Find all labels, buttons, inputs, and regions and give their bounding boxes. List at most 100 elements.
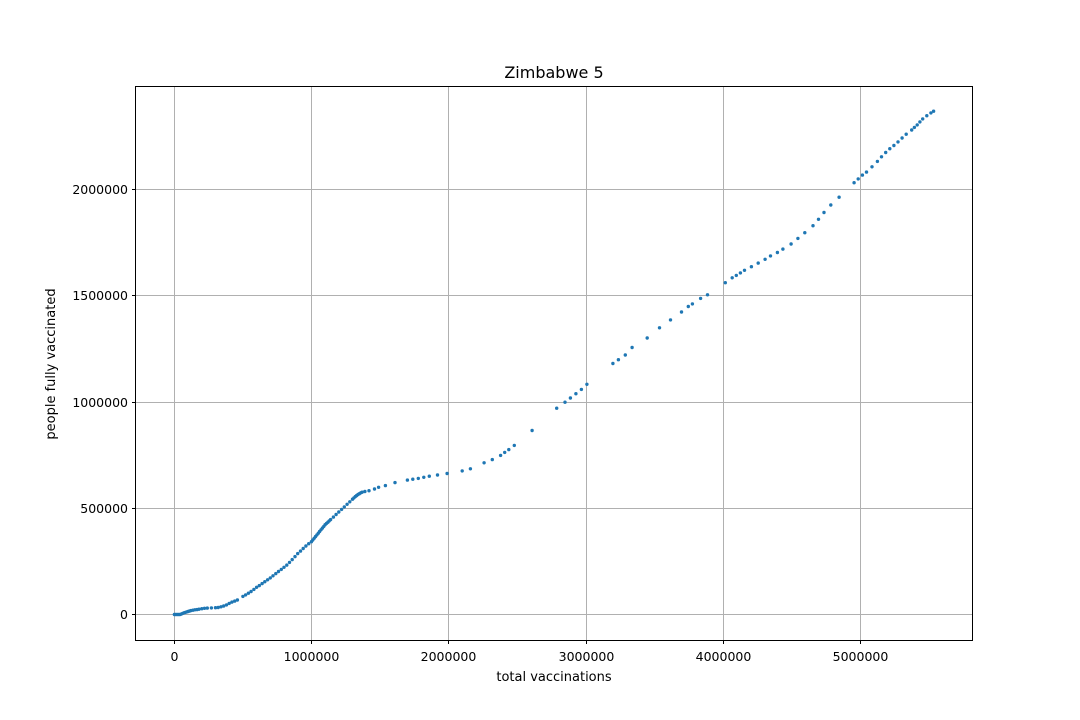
data-point	[925, 114, 929, 118]
data-point	[829, 203, 833, 207]
data-point	[789, 242, 793, 246]
data-point	[555, 406, 559, 410]
data-point	[468, 467, 473, 471]
data-point	[879, 155, 884, 159]
data-point	[918, 120, 922, 124]
data-point	[200, 607, 204, 611]
data-point	[775, 250, 780, 255]
data-point	[579, 387, 584, 392]
data-point	[912, 125, 917, 130]
data-point	[331, 515, 336, 519]
data-point	[910, 128, 914, 132]
data-point	[904, 132, 908, 136]
data-point	[498, 453, 503, 458]
data-point	[445, 471, 449, 476]
data-point	[279, 567, 283, 572]
data-point	[274, 571, 278, 576]
data-point	[645, 336, 649, 340]
data-point	[856, 177, 860, 181]
y-tick-label: 0	[120, 607, 128, 622]
data-point	[568, 396, 573, 400]
data-point	[337, 510, 341, 514]
data-point	[301, 546, 305, 551]
data-point	[811, 224, 815, 228]
data-point	[781, 247, 785, 251]
data-point	[363, 489, 367, 494]
plot-area-frame	[135, 86, 973, 641]
x-tick-label: 3000000	[559, 649, 615, 664]
data-point	[233, 599, 237, 603]
data-point	[383, 483, 388, 488]
data-point	[282, 565, 286, 569]
data-point	[348, 500, 352, 504]
y-tick-label: 1500000	[72, 288, 128, 303]
data-point	[611, 361, 615, 366]
data-point	[263, 580, 267, 584]
data-point	[222, 604, 226, 608]
chart-title: Zimbabwe 5	[504, 63, 603, 82]
data-point	[723, 281, 727, 285]
data-point	[334, 512, 338, 517]
data-point	[768, 254, 773, 258]
data-point	[405, 478, 410, 482]
data-point	[931, 109, 936, 113]
data-point	[860, 173, 865, 177]
data-point	[372, 487, 377, 491]
data-point	[376, 485, 381, 489]
data-point	[260, 581, 264, 586]
data-point	[435, 473, 440, 477]
data-point	[657, 326, 662, 330]
data-point	[482, 461, 486, 465]
data-point	[686, 304, 690, 309]
data-point	[756, 261, 760, 265]
data-point	[630, 345, 634, 350]
data-point	[698, 296, 703, 301]
data-point	[285, 563, 289, 567]
data-point	[265, 578, 270, 582]
data-point	[307, 542, 311, 546]
data-point	[393, 480, 397, 485]
data-point	[227, 601, 231, 606]
y-axis-label: people fully vaccinated	[44, 288, 59, 439]
data-point	[884, 150, 888, 155]
x-axis-label: total vaccinations	[496, 670, 612, 685]
data-point	[411, 477, 415, 481]
data-point	[490, 457, 494, 462]
data-point	[574, 392, 578, 396]
data-point	[268, 576, 272, 580]
data-point	[416, 476, 420, 481]
data-point	[730, 276, 734, 280]
data-point	[896, 140, 900, 144]
data-point	[679, 310, 684, 314]
data-point	[257, 583, 261, 588]
x-tick-label: 4000000	[696, 649, 752, 664]
data-point	[235, 598, 240, 602]
data-point	[271, 574, 275, 578]
data-point	[287, 560, 292, 565]
data-point	[254, 585, 259, 589]
data-point	[888, 147, 892, 151]
data-point	[342, 505, 346, 509]
data-point	[276, 569, 281, 574]
data-point	[219, 605, 223, 609]
data-point	[197, 607, 201, 611]
data-point	[213, 606, 218, 610]
data-point	[921, 117, 925, 121]
data-point	[616, 358, 621, 362]
data-point	[822, 210, 826, 215]
x-tick-label: 5000000	[833, 649, 889, 664]
data-point	[460, 469, 464, 473]
data-point	[530, 428, 534, 433]
data-point	[585, 382, 589, 386]
data-point	[875, 159, 880, 164]
data-point	[360, 490, 364, 494]
data-point	[503, 450, 507, 455]
data-point	[837, 195, 841, 199]
data-point	[367, 489, 371, 493]
data-point	[705, 293, 710, 297]
data-point	[668, 318, 673, 322]
data-point	[209, 606, 214, 610]
y-tick-label: 1000000	[72, 395, 128, 410]
